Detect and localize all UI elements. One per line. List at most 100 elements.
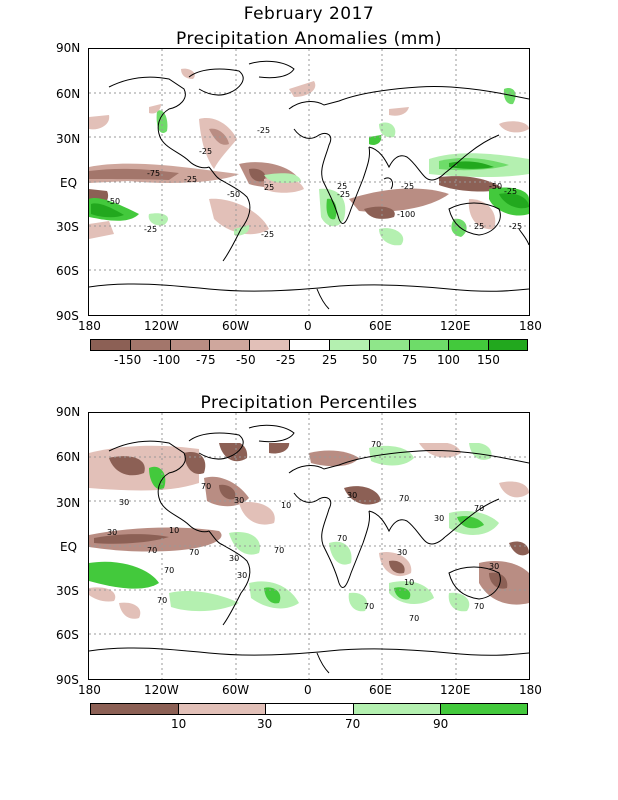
anomaly-contour-labels: -25 -25 -75 -25 -50 -50 -25 -25 -25 -100…: [107, 126, 522, 239]
anomaly-legend-swatch: [409, 340, 450, 350]
svg-text:-25: -25: [337, 190, 350, 199]
percentile-lat-label-30s: 30S: [56, 584, 79, 598]
anomaly-legend-swatch: [369, 340, 410, 350]
svg-text:70: 70: [157, 596, 167, 605]
percentile-legend-label: 30: [257, 717, 273, 731]
svg-text:70: 70: [337, 534, 347, 543]
percentile-map: 70 30 70 30 70 30 10 70 30 10 70 70 30 7…: [88, 412, 530, 680]
svg-text:70: 70: [201, 482, 211, 491]
anomaly-legend-label: -75: [196, 353, 216, 367]
anomaly-legend-swatch: [130, 340, 171, 350]
anomaly-legend-swatch: [329, 340, 370, 350]
percentile-south-mask: [89, 634, 529, 679]
svg-text:70: 70: [409, 614, 419, 623]
percentile-coastlines: [89, 424, 529, 674]
anomaly-lat-label-60n: 60N: [56, 87, 81, 101]
svg-text:-100: -100: [397, 210, 415, 219]
percentile-contour-labels: 70 30 70 30 70 30 10 70 30 10 70 70 30 7…: [107, 440, 499, 623]
anomaly-legend-label: -25: [276, 353, 296, 367]
anomaly-legend-label: 100: [437, 353, 460, 367]
anomaly-lat-label-30n: 30N: [56, 132, 81, 146]
anomaly-lat-label-60s: 60S: [56, 264, 79, 278]
svg-text:70: 70: [164, 566, 174, 575]
percentile-lat-label-60n: 60N: [56, 450, 81, 464]
svg-text:30: 30: [119, 498, 129, 507]
anomaly-lon-label-0: 0: [304, 319, 312, 333]
svg-text:-25: -25: [261, 230, 274, 239]
anomaly-lon-label-60w: 60W: [222, 319, 250, 333]
anomaly-legend-swatch: [250, 340, 291, 350]
anomaly-legend-swatch: [290, 340, 330, 350]
anomaly-legend-label: 50: [362, 353, 378, 367]
percentile-lat-label-90n: 90N: [56, 405, 81, 419]
anomaly-map-svg: -25 -25 -75 -25 -50 -50 -25 -25 -25 -100…: [89, 49, 529, 315]
percentile-legend-swatch: [91, 704, 179, 714]
figure-title: February 2017: [243, 4, 375, 24]
svg-text:70: 70: [474, 504, 484, 513]
percentile-panel-title: Precipitation Percentiles: [200, 393, 418, 413]
svg-text:-25: -25: [257, 126, 270, 135]
svg-text:70: 70: [274, 546, 284, 555]
percentile-grid: [89, 413, 529, 679]
percentile-lon-label-180e: 180: [519, 683, 542, 697]
svg-text:-50: -50: [107, 197, 120, 206]
anomaly-lon-label-60e: 60E: [369, 319, 392, 333]
svg-text:30: 30: [237, 571, 247, 580]
svg-text:70: 70: [399, 494, 409, 503]
anomaly-lon-label-180e: 180: [519, 319, 542, 333]
svg-text:25: 25: [337, 182, 347, 191]
percentile-lon-label-60w: 60W: [222, 683, 250, 697]
svg-text:30: 30: [397, 548, 407, 557]
anomaly-grid: [89, 49, 529, 315]
anomaly-legend-label: 150: [477, 353, 500, 367]
anomaly-lon-label-120e: 120E: [440, 319, 471, 333]
anomaly-coastlines: [89, 60, 529, 310]
anomaly-legend-swatch: [449, 340, 490, 350]
anomaly-legend-label: -150: [114, 353, 142, 367]
anomaly-panel-title: Precipitation Anomalies (mm): [176, 29, 442, 49]
percentile-map-svg: 70 30 70 30 70 30 10 70 30 10 70 70 30 7…: [89, 413, 529, 679]
svg-text:-50: -50: [489, 182, 502, 191]
anomaly-lat-label-90n: 90N: [56, 41, 81, 55]
percentile-lon-label-180w: 180: [78, 683, 101, 697]
percentile-shading: [89, 440, 529, 619]
percentile-lon-label-60e: 60E: [369, 683, 392, 697]
anomaly-legend-swatch: [489, 340, 527, 350]
anomaly-lon-label-180w: 180: [78, 319, 101, 333]
percentile-legend: [90, 703, 528, 715]
percentile-legend-swatch: [178, 704, 267, 714]
anomaly-legend-swatch: [170, 340, 211, 350]
percentile-legend-swatch: [441, 704, 527, 714]
anomaly-lon-label-120w: 120W: [144, 319, 179, 333]
percentile-legend-swatch: [353, 704, 442, 714]
svg-text:10: 10: [281, 501, 291, 510]
anomaly-legend-label: 25: [322, 353, 338, 367]
svg-text:-25: -25: [509, 222, 522, 231]
anomaly-legend-swatch: [210, 340, 251, 350]
svg-text:-25: -25: [184, 175, 197, 184]
percentile-legend-label: 10: [171, 717, 187, 731]
svg-text:10: 10: [404, 578, 414, 587]
percentile-lat-label-90s: 90S: [56, 673, 79, 687]
anomaly-shading: [89, 68, 529, 246]
percentile-lon-label-120w: 120W: [144, 683, 179, 697]
svg-text:30: 30: [347, 491, 357, 500]
percentile-legend-label: 70: [345, 717, 361, 731]
anomaly-legend-label: -50: [236, 353, 256, 367]
anomaly-lat-label-90s: 90S: [56, 309, 79, 323]
percentile-lat-label-eq: EQ: [60, 540, 78, 554]
svg-text:-25: -25: [401, 182, 414, 191]
svg-text:30: 30: [434, 514, 444, 523]
svg-text:-50: -50: [227, 190, 240, 199]
svg-text:30: 30: [234, 496, 244, 505]
svg-text:70: 70: [371, 440, 381, 449]
svg-text:-25: -25: [504, 187, 517, 196]
percentile-legend-swatch: [266, 704, 354, 714]
anomaly-lat-label-30s: 30S: [56, 220, 79, 234]
svg-text:30: 30: [489, 562, 499, 571]
svg-text:30: 30: [229, 554, 239, 563]
percentile-lon-label-120e: 120E: [440, 683, 471, 697]
percentile-lon-label-0: 0: [304, 683, 312, 697]
svg-text:70: 70: [147, 546, 157, 555]
svg-text:-25: -25: [144, 225, 157, 234]
